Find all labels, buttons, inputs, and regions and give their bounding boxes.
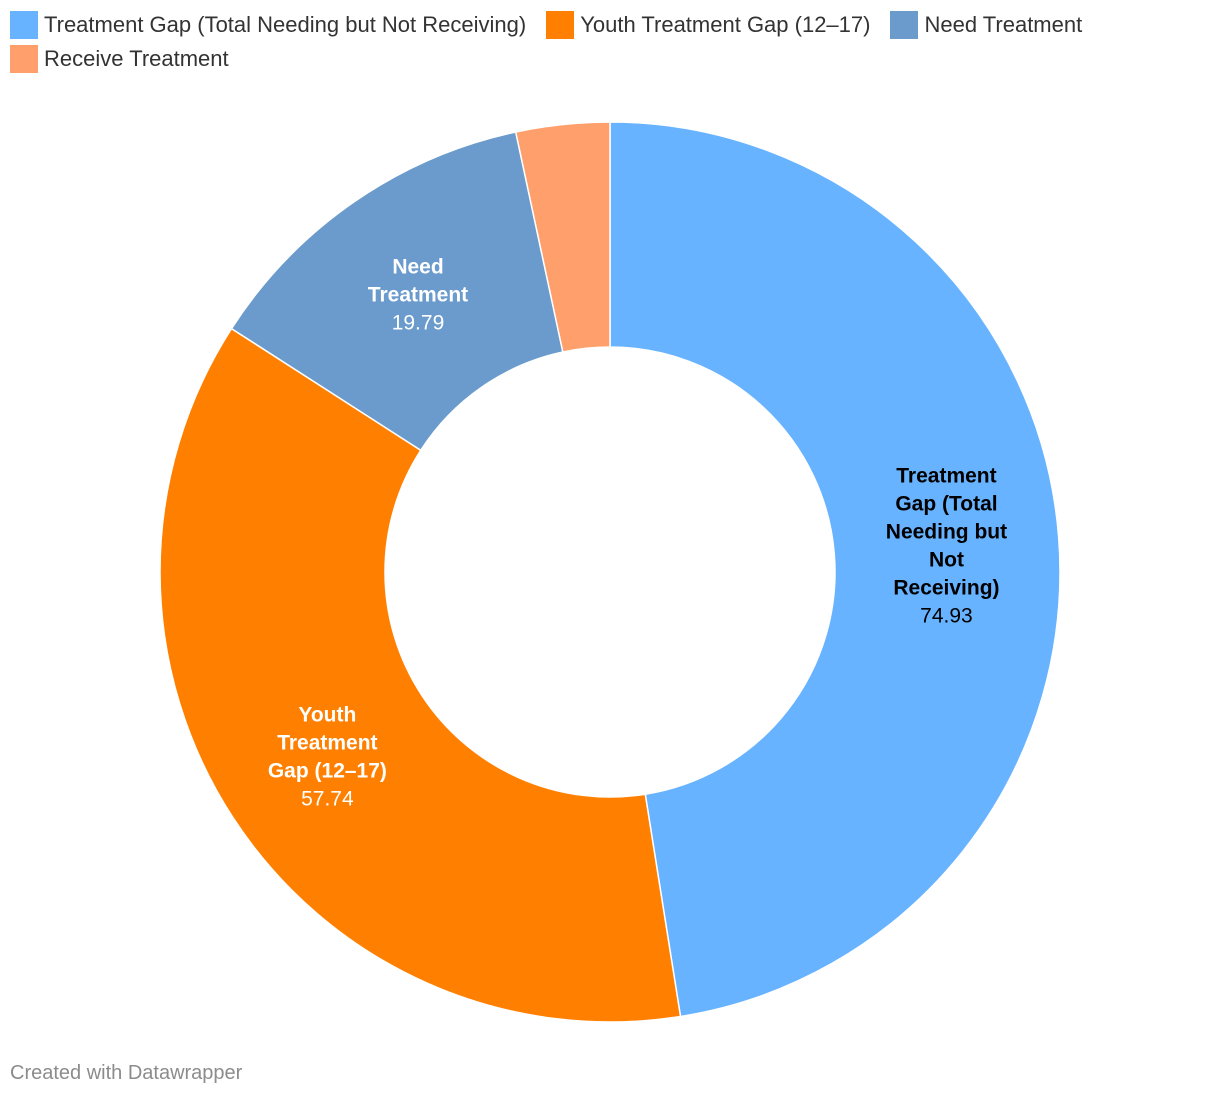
slice-category-label: Youth	[298, 703, 356, 726]
slice-value-label: 19.79	[392, 311, 445, 334]
slice-category-label: Treatment	[896, 464, 996, 487]
slice-category-label: Gap (12–17)	[268, 759, 387, 782]
slice-category-label: Treatment	[368, 283, 468, 306]
legend-swatch	[890, 10, 919, 39]
chart-legend: Treatment Gap (Total Needing but Not Rec…	[10, 10, 1210, 73]
slice-value-label: 74.93	[920, 604, 973, 627]
slice-category-label: Need	[392, 255, 443, 278]
legend-swatch	[546, 10, 575, 39]
legend-item: Youth Treatment Gap (12–17)	[546, 10, 870, 39]
slice-category-label: Needing but	[886, 520, 1007, 543]
donut-slice	[514, 121, 611, 353]
slice-category-label: Treatment	[277, 731, 377, 754]
slice-label: Need Treatment 19.79	[368, 255, 468, 334]
credit-footer: Created with Datawrapper	[10, 1062, 243, 1084]
donut-slice	[159, 327, 682, 1023]
slice-category-label: Gap (Total	[895, 492, 997, 515]
legend-label: Youth Treatment Gap (12–17)	[580, 11, 871, 37]
donut-slice	[609, 121, 1061, 1018]
slice-category-label: Not	[929, 548, 964, 571]
slice-label: Youth Treatment Gap (12–17) 57.74	[268, 703, 387, 810]
legend-label: Treatment Gap (Total Needing but Not Rec…	[44, 11, 527, 37]
legend-swatch	[10, 44, 38, 73]
legend-item: Treatment Gap (Total Needing but Not Rec…	[10, 10, 526, 39]
slice-label: Treatment Gap (Total Needing but Not Receivi…	[886, 464, 1007, 627]
legend-swatch	[10, 10, 38, 39]
slice-value-label: 57.74	[301, 787, 354, 810]
legend-label: Receive Treatment	[44, 45, 229, 71]
legend-item: Need Treatment	[890, 10, 1082, 39]
legend-item: Receive Treatment	[10, 44, 229, 73]
donut-slice	[230, 131, 564, 452]
legend-label: Need Treatment	[924, 11, 1083, 37]
slice-category-label: Receiving)	[893, 576, 999, 599]
